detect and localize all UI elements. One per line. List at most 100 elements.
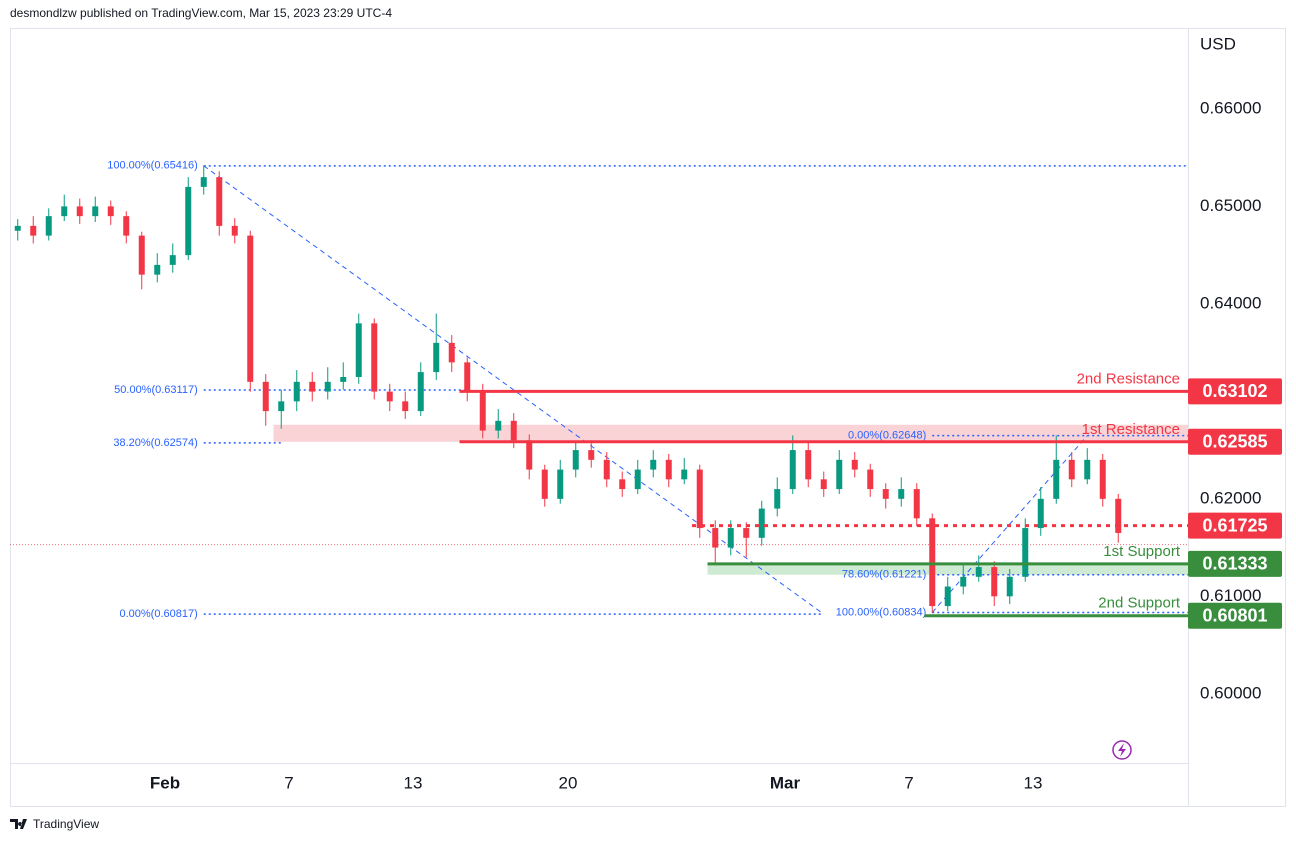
candle-body (262, 381, 269, 412)
price-tag-label: 0.63102 (1202, 381, 1267, 401)
price-tag (1188, 378, 1282, 405)
candle-body (805, 450, 812, 480)
candle-body (789, 450, 796, 490)
zone (707, 563, 1188, 575)
level-name: 1st Support (1103, 543, 1181, 560)
candle-body (913, 489, 920, 519)
level-name: 2nd Resistance (1077, 370, 1180, 387)
x-tick-label: 13 (1024, 773, 1043, 792)
candle-body (867, 469, 874, 490)
candle-body (138, 235, 145, 275)
candle-body (650, 459, 657, 470)
publish-header: desmondlzw published on TradingView.com,… (10, 6, 392, 20)
candle-body (14, 225, 21, 231)
candle-body (61, 206, 68, 217)
candle-body (1115, 498, 1122, 533)
fib-level-label: 100.00%(0.60834) (836, 606, 927, 618)
candle-body (200, 177, 207, 187)
fib-level-label: 78.60%(0.61221) (842, 569, 926, 581)
candle-body (76, 206, 83, 217)
price-tag-label: 0.61725 (1202, 515, 1267, 535)
candle-body (107, 206, 114, 217)
x-tick-label: 20 (559, 773, 578, 792)
candle-body (619, 479, 626, 490)
candle-body (45, 216, 52, 236)
candle-body (1053, 459, 1060, 499)
candle-body (681, 469, 688, 480)
candle-body (1084, 459, 1091, 480)
candle-body (1037, 498, 1044, 529)
candle-body (309, 381, 316, 392)
candle-body (898, 489, 905, 499)
candle-body (572, 450, 579, 470)
level-name: 1st Resistance (1082, 421, 1180, 438)
y-tick-label: 0.60000 (1200, 683, 1261, 702)
tradingview-logo[interactable]: TradingView (10, 817, 99, 831)
x-tick-label: Feb (150, 773, 180, 792)
candle-body (712, 528, 719, 548)
footer-brand: TradingView (33, 817, 99, 831)
candle-body (185, 186, 192, 256)
candle-body (758, 508, 765, 538)
candle-body (774, 489, 781, 509)
candle-body (247, 235, 254, 382)
candle-body (278, 401, 285, 412)
candle-body (340, 376, 347, 382)
candle-body (944, 586, 951, 607)
candle-body (495, 420, 502, 431)
candle-body (975, 567, 982, 577)
candle-body (634, 469, 641, 490)
candle-body (1006, 576, 1013, 597)
price-tag (1188, 602, 1282, 629)
candle-body (991, 567, 998, 597)
candle-body (836, 459, 843, 490)
currency-label: USD (1200, 34, 1236, 53)
x-tick-label: 7 (284, 773, 293, 792)
zone (273, 424, 1188, 442)
candle-body (231, 225, 238, 236)
fib-level-label: 38.20%(0.62574) (113, 437, 197, 449)
candle-body (417, 372, 424, 412)
candle-body (216, 177, 223, 226)
candle-body (154, 264, 161, 275)
candle-body (433, 342, 440, 373)
price-tag-label: 0.62585 (1202, 432, 1267, 452)
candle-body (510, 420, 517, 441)
y-tick-label: 0.62000 (1200, 488, 1261, 507)
candle-body (386, 391, 393, 402)
chart-frame (10, 28, 1286, 807)
candle-body (464, 362, 471, 392)
candle-body (169, 255, 176, 265)
candle-body (526, 440, 533, 470)
y-tick-label: 0.66000 (1200, 98, 1261, 117)
candle-body (92, 206, 99, 217)
y-tick-label: 0.65000 (1200, 196, 1261, 215)
candle-body (696, 469, 703, 529)
candle-body (557, 469, 564, 499)
candle-body (1068, 459, 1075, 480)
candle-body (541, 469, 548, 499)
replay-icon[interactable] (1112, 740, 1132, 760)
candle-body (1099, 459, 1106, 499)
candle-body (293, 381, 300, 402)
candle-body (603, 459, 610, 480)
y-tick-label: 0.64000 (1200, 293, 1261, 312)
candle-body (882, 489, 889, 499)
price-tag (1188, 550, 1282, 577)
price-tag (1188, 512, 1282, 539)
candle-body (371, 323, 378, 392)
fib-level-label: 0.00%(0.62648) (848, 430, 926, 442)
candle-body (820, 479, 827, 490)
candle-body (448, 342, 455, 363)
candle-body (588, 450, 595, 460)
candle-body (324, 381, 331, 392)
candle-body (479, 391, 486, 431)
candle-body (743, 528, 750, 538)
fib-trend-line (931, 435, 1088, 613)
x-tick-label: 13 (404, 773, 423, 792)
x-tick-label: Mar (770, 773, 801, 792)
candle-body (1022, 528, 1029, 577)
candle-body (960, 576, 967, 587)
candle-body (929, 518, 936, 607)
